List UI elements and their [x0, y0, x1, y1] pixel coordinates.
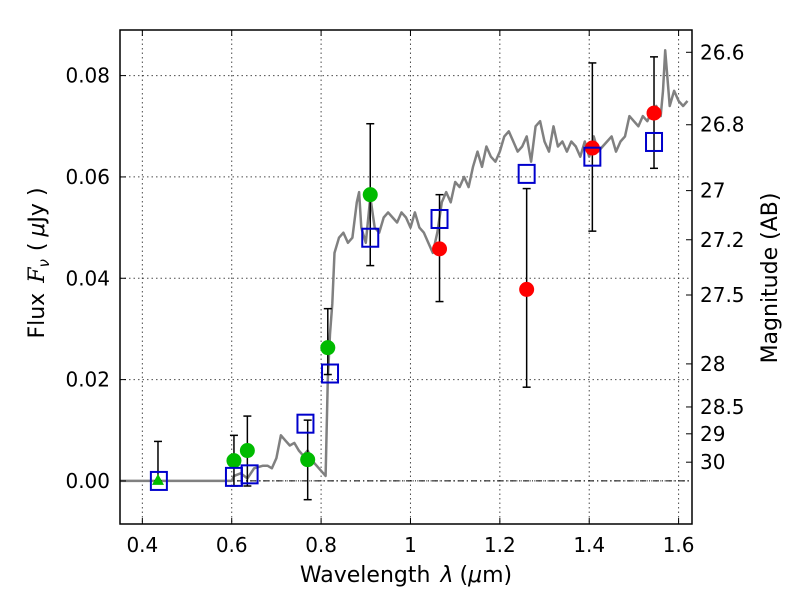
- x-tick-label: 1: [404, 533, 417, 557]
- green-data-point: [239, 443, 255, 459]
- x-tick-label: 1.6: [663, 533, 695, 557]
- red-data-point: [646, 105, 662, 121]
- green-data-point: [362, 187, 378, 203]
- x-tick-label: 0.6: [216, 533, 248, 557]
- blue-model-square: [430, 208, 449, 229]
- y-axis-label-symbol-F: F: [25, 267, 50, 284]
- y-axis-label-unit-rest: Jy ): [25, 187, 50, 224]
- axes-frame: [119, 29, 693, 525]
- y-tick-label: 0.08: [65, 64, 110, 88]
- y-axis-label: Flux Fν ( μJy ): [25, 187, 53, 338]
- x-axis-label-text: Wavelength: [300, 563, 431, 588]
- blue-model-square: [296, 413, 315, 434]
- x-tick-label: 1.4: [573, 533, 605, 557]
- green-data-point: [300, 452, 316, 468]
- blue-model-square: [149, 470, 168, 491]
- x-tick-label: 0.8: [305, 533, 337, 557]
- green-data-point: [320, 340, 336, 356]
- y2-axis-label: Magnitude (AB): [758, 193, 783, 364]
- x-axis-label-unit-rest: m): [482, 563, 512, 588]
- green-triangle-point: [151, 473, 164, 485]
- y2-tick-label: 28: [700, 352, 725, 376]
- y2-tick-label: 26.6: [700, 40, 745, 64]
- plot-content: [120, 49, 689, 501]
- y-tick-label: 0.04: [65, 266, 110, 290]
- red-data-point: [432, 241, 448, 257]
- y-tick-label: 0.02: [65, 368, 110, 392]
- x-axis-label-unit-open: (: [459, 563, 468, 588]
- y-axis-label-text: Flux: [25, 293, 50, 339]
- blue-model-square: [583, 146, 602, 167]
- green-data-point: [226, 453, 242, 469]
- red-data-point: [519, 281, 535, 297]
- x-axis-label-unit-mu: μ: [467, 563, 482, 588]
- ticks: 0.4 0.6 0.8 1 1.2 1.4 1.6 0.00 0.02 0.04 0.06 0.08 2…: [65, 30, 745, 557]
- blue-model-square: [240, 464, 259, 485]
- y2-tick-label: 29: [700, 422, 725, 446]
- y2-tick-label: 27.5: [700, 283, 745, 307]
- y2-tick-label: 27: [700, 179, 725, 203]
- y2-tick-label: 27.2: [700, 228, 745, 252]
- y2-tick-label: 26.8: [700, 113, 745, 137]
- x-tick-label: 0.4: [126, 533, 158, 557]
- x-axis-label-symbol: λ: [439, 563, 453, 588]
- y-axis-label-symbol-nu: ν: [35, 259, 53, 267]
- x-tick-label: 1.2: [484, 533, 516, 557]
- blue-model-square: [645, 131, 664, 152]
- x-axis-label: Wavelength λ (μm): [300, 563, 512, 588]
- y-tick-label: 0.06: [65, 165, 110, 189]
- y-axis-label-unit-mu: μ: [25, 223, 50, 238]
- model-spectrum-line: [120, 49, 689, 483]
- blue-model-square: [321, 363, 340, 384]
- y-tick-label: 0.00: [65, 469, 110, 493]
- blue-model-square: [517, 163, 536, 184]
- y2-tick-label: 30: [700, 450, 725, 474]
- y2-tick-label: 28.5: [700, 395, 745, 419]
- blue-model-square: [361, 227, 380, 248]
- y-axis-label-unit-open: (: [25, 243, 50, 252]
